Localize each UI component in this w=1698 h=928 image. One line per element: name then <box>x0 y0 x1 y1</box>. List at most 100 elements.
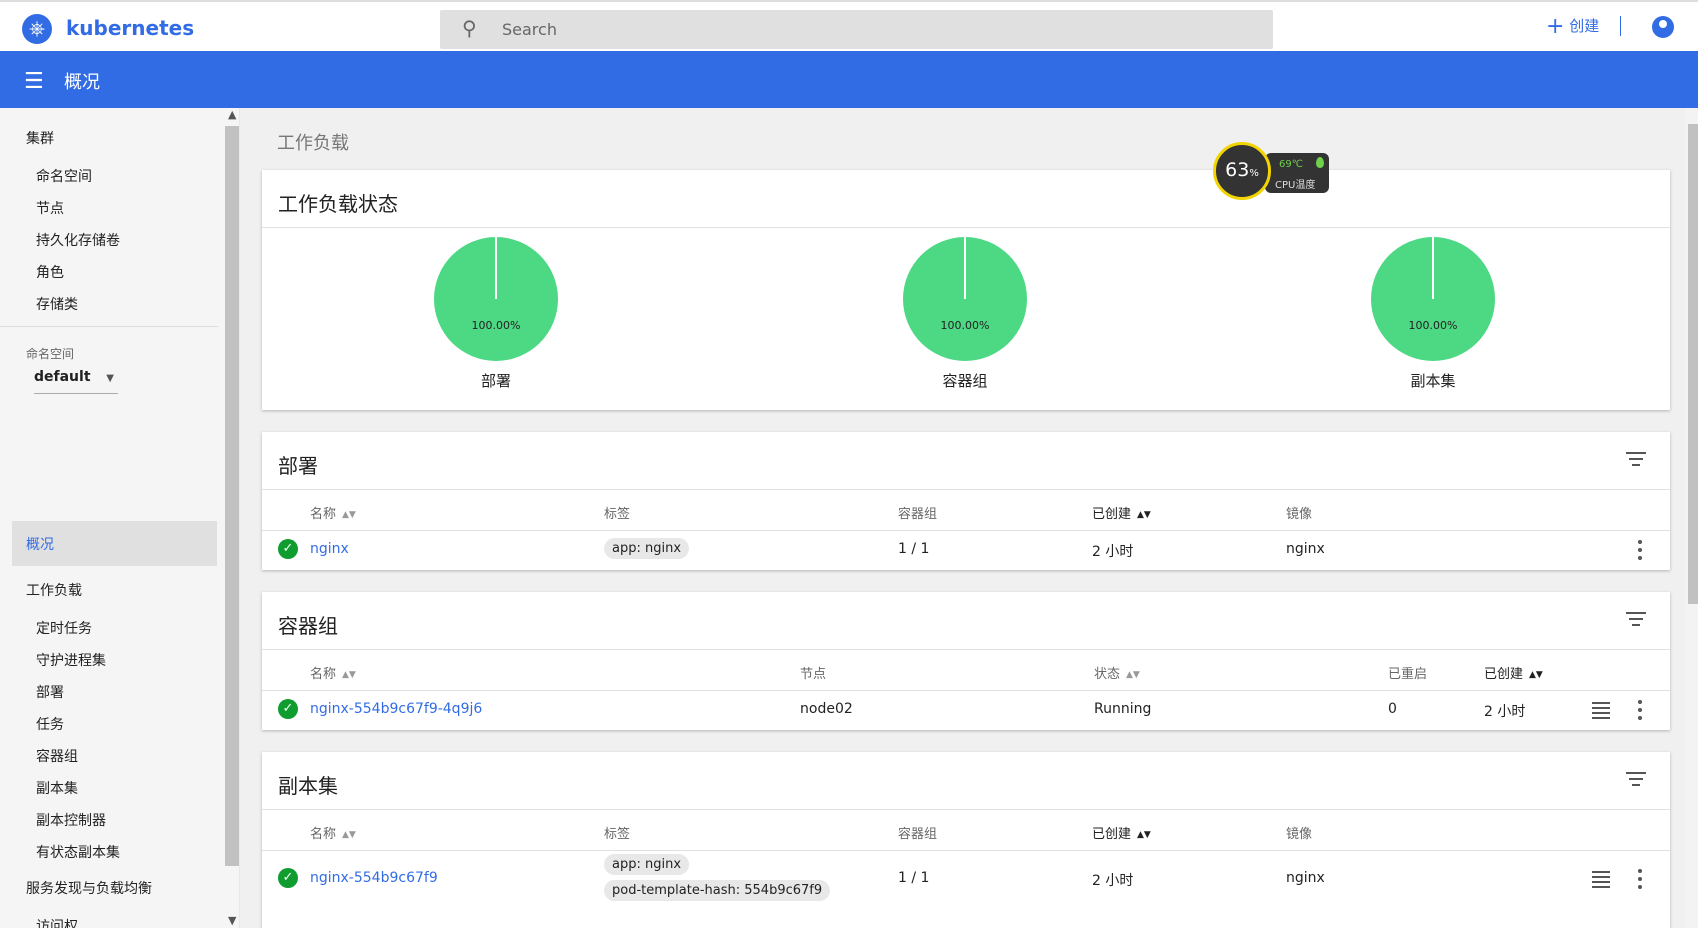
namespace-label: 命名空间 <box>26 347 75 361</box>
sidebar: ▲ ▼ 集群 命名空间 节点 持久化存储卷 角色 存储类 命名空间 defaul… <box>0 108 240 928</box>
divider <box>262 489 1670 490</box>
sidebar-item-overview[interactable]: 概况 <box>12 521 217 566</box>
sidebar-item-namespaces[interactable]: 命名空间 <box>36 169 92 185</box>
column-header-node: 节点 <box>800 667 827 682</box>
filter-icon[interactable] <box>1626 452 1646 468</box>
chevron-down-icon: ▼ <box>106 373 114 384</box>
column-header-created[interactable]: 已创建 ▲▼ <box>1092 507 1151 522</box>
search-input[interactable]: Search <box>502 20 557 39</box>
replicaset-name-link[interactable]: nginx-554b9c67f9 <box>310 870 438 886</box>
card-title: 工作负载状态 <box>278 192 398 216</box>
search-bar[interactable]: ⚲ Search <box>440 10 1273 49</box>
namespace-select[interactable]: default ▼ <box>34 369 118 394</box>
main-scrollbar[interactable] <box>1688 124 1698 604</box>
card-title: 容器组 <box>278 614 338 638</box>
sidebar-heading-cluster[interactable]: 集群 <box>26 131 54 147</box>
cpu-temp-panel: 69℃ CPU温度 <box>1265 153 1329 193</box>
column-header-labels: 标签 <box>604 827 631 842</box>
page-header: ☰ 概况 <box>0 51 1698 108</box>
divider <box>262 850 1670 851</box>
cpu-usage-gauge: 63% <box>1213 142 1271 200</box>
menu-icon[interactable]: ☰ <box>24 69 44 94</box>
workload-status-card: 工作负载状态 100.00% 部署 100.00% 容器组 100.00% 副本… <box>262 170 1670 410</box>
pod-status: Running <box>1094 701 1152 717</box>
sidebar-item-nodes[interactable]: 节点 <box>36 201 64 217</box>
label-chip: pod-template-hash: 554b9c67f9 <box>604 880 831 901</box>
more-vert-icon[interactable] <box>1638 700 1642 724</box>
sidebar-item-roles[interactable]: 角色 <box>36 265 64 281</box>
pie-label-replicasets: 副本集 <box>1410 372 1456 390</box>
deployment-name-link[interactable]: nginx <box>310 541 349 557</box>
sidebar-item-replicasets[interactable]: 副本集 <box>36 781 78 797</box>
sidebar-item-statefulsets[interactable]: 有状态副本集 <box>36 845 120 861</box>
main-content: 工作负载 工作负载状态 100.00% 部署 100.00% 容器组 100.0… <box>240 108 1698 928</box>
sidebar-item-persistent-volumes[interactable]: 持久化存储卷 <box>36 233 120 249</box>
search-icon: ⚲ <box>462 16 477 40</box>
divider <box>262 530 1670 531</box>
filter-icon[interactable] <box>1626 612 1646 628</box>
kubernetes-logo-icon[interactable]: ⎈ <box>22 14 52 44</box>
pie-percent-label: 100.00% <box>472 319 521 332</box>
pods-card: 容器组 名称 ▲▼ 节点 状态 ▲▼ 已重启 已创建 ▲▼ ✓ nginx-554b9… <box>262 592 1670 730</box>
section-title: 工作负载 <box>277 133 349 154</box>
cpu-monitor-widget: 69℃ CPU温度 63% <box>1213 142 1331 200</box>
sidebar-item-daemonsets[interactable]: 守护进程集 <box>36 653 106 669</box>
column-header-name[interactable]: 名称 ▲▼ <box>310 667 356 682</box>
card-title: 副本集 <box>278 774 338 798</box>
pods-pie-chart: 100.00% <box>903 237 1027 361</box>
scroll-down-icon[interactable]: ▼ <box>228 914 237 927</box>
label-chip: app: nginx <box>604 538 690 559</box>
account-icon[interactable] <box>1652 16 1674 38</box>
logs-icon[interactable] <box>1592 871 1610 891</box>
image-name: nginx <box>1286 541 1325 557</box>
sidebar-item-label: 概况 <box>26 537 54 553</box>
sidebar-item-ingresses[interactable]: 访问权 <box>36 919 78 928</box>
namespace-value: default <box>34 369 91 385</box>
divider <box>262 690 1670 691</box>
divider <box>262 649 1670 650</box>
sidebar-scrollbar[interactable] <box>225 126 239 866</box>
created-age: 2 小时 <box>1484 704 1526 720</box>
scroll-up-icon[interactable]: ▲ <box>228 108 237 121</box>
sidebar-item-pods[interactable]: 容器组 <box>36 749 78 765</box>
column-header-images: 镜像 <box>1286 507 1313 522</box>
deployments-pie-chart: 100.00% <box>434 237 558 361</box>
label-chip: app: nginx <box>604 854 690 875</box>
sidebar-item-replication-controllers[interactable]: 副本控制器 <box>36 813 106 829</box>
pie-percent-label: 100.00% <box>941 319 990 332</box>
create-button[interactable]: + 创建 <box>1546 14 1599 39</box>
created-age: 2 小时 <box>1092 873 1134 889</box>
more-vert-icon[interactable] <box>1638 540 1642 564</box>
column-header-created[interactable]: 已创建 ▲▼ <box>1092 827 1151 842</box>
pie-label-deployments: 部署 <box>480 372 511 390</box>
column-header-name[interactable]: 名称 ▲▼ <box>310 507 356 522</box>
sidebar-item-storage-classes[interactable]: 存储类 <box>36 297 78 313</box>
pie-label-pods: 容器组 <box>942 372 988 390</box>
deployments-card: 部署 名称 ▲▼ 标签 容器组 已创建 ▲▼ 镜像 ✓ nginx app: ngi… <box>262 432 1670 570</box>
column-header-pods: 容器组 <box>898 827 938 842</box>
logs-icon[interactable] <box>1592 702 1610 722</box>
filter-icon[interactable] <box>1626 772 1646 788</box>
column-header-created[interactable]: 已创建 ▲▼ <box>1484 667 1543 682</box>
divider <box>262 227 1670 228</box>
pod-name-link[interactable]: nginx-554b9c67f9-4q9j6 <box>310 701 483 717</box>
column-header-status[interactable]: 状态 ▲▼ <box>1094 667 1140 682</box>
divider <box>262 809 1670 810</box>
pods-count: 1 / 1 <box>898 541 930 557</box>
brand-name[interactable]: kubernetes <box>66 16 195 40</box>
cpu-usage-value: 63 <box>1225 159 1250 181</box>
replicasets-pie-chart: 100.00% <box>1371 237 1495 361</box>
column-header-restarts: 已重启 <box>1388 667 1428 682</box>
sidebar-item-deployments[interactable]: 部署 <box>36 685 64 701</box>
sidebar-heading-discovery[interactable]: 服务发现与负载均衡 <box>26 881 152 897</box>
sidebar-heading-workloads[interactable]: 工作负载 <box>26 583 82 599</box>
top-bar: ⎈ kubernetes ⚲ Search + 创建 <box>0 0 1698 51</box>
status-ok-icon: ✓ <box>278 868 298 888</box>
sidebar-item-cronjobs[interactable]: 定时任务 <box>36 621 92 637</box>
column-header-labels: 标签 <box>604 507 631 522</box>
column-header-name[interactable]: 名称 ▲▼ <box>310 827 356 842</box>
status-ok-icon: ✓ <box>278 539 298 559</box>
sidebar-item-jobs[interactable]: 任务 <box>36 717 64 733</box>
more-vert-icon[interactable] <box>1638 869 1642 893</box>
cpu-temp-label: CPU温度 <box>1275 180 1316 191</box>
